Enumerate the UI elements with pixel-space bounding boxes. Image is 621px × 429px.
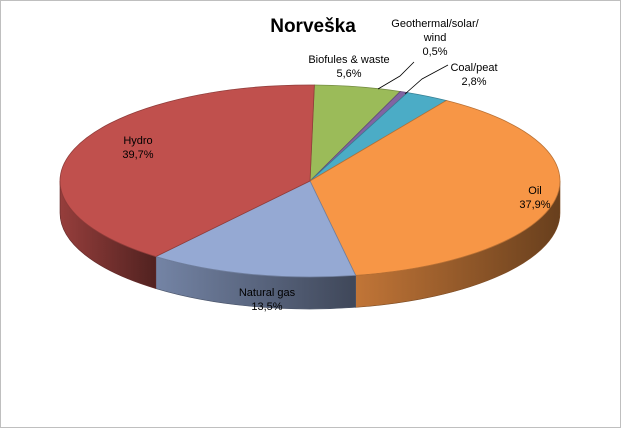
slice-labels: Biofules & waste 5,6% Geothermal/solar/win…	[122, 18, 550, 313]
slice-name: Coal/peat	[450, 62, 497, 74]
slice-label-natural-gas: Natural gas 13,5%	[239, 287, 296, 313]
slice-name: wind	[423, 32, 447, 44]
slice-oil	[309, 100, 561, 276]
slice-label-coal-peat: Coal/peat 2,8%	[450, 62, 497, 88]
leader-lines	[377, 61, 449, 95]
slice-natural-gas	[154, 180, 357, 278]
slice-percent: 2,8%	[461, 76, 486, 88]
slice-percent: 5,6%	[336, 68, 361, 80]
leader-line-coal-peat	[404, 64, 449, 95]
slice-hydro	[59, 84, 315, 257]
chart-title: Norveška	[270, 16, 356, 37]
slice-name: Natural gas	[239, 287, 296, 299]
slice-label-biofules-waste: Biofules & waste 5,6%	[308, 54, 389, 80]
slice-label-geothermal-solar-wind: Geothermal/solar/wind 0,5%	[391, 18, 479, 58]
slice-percent: 0,5%	[422, 46, 447, 58]
slice-percent: 39,7%	[122, 149, 153, 161]
slice-name: Oil	[528, 185, 541, 197]
slice-name: Hydro	[123, 135, 152, 147]
slice-name: Geothermal/solar/	[391, 18, 479, 30]
pie-sides	[59, 180, 561, 310]
slice-percent: 13,5%	[251, 301, 282, 313]
slice-label-oil: Oil 37,9%	[519, 185, 550, 211]
slice-name: Biofules & waste	[308, 54, 389, 66]
slice-percent: 37,9%	[519, 199, 550, 211]
leader-line-geothermal-solar-wind	[377, 61, 415, 90]
pie-tops	[59, 84, 561, 278]
slice-label-hydro: Hydro 39,7%	[122, 135, 153, 161]
